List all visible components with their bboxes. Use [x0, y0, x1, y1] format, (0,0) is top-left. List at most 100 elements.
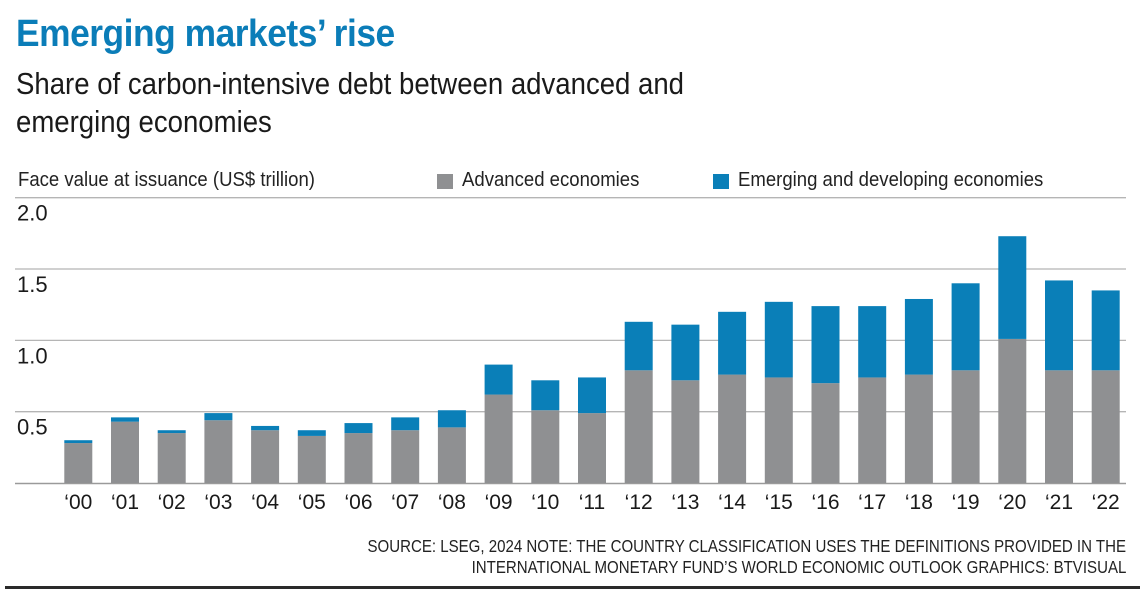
bar-emerging: [904, 298, 933, 375]
gridlines: [15, 197, 1126, 485]
bar-advanced: [157, 433, 186, 483]
bar-group: [297, 430, 326, 483]
bar-group: [251, 425, 280, 483]
bar-advanced: [671, 380, 700, 483]
x-tick-label: ‘06: [344, 491, 372, 514]
x-tick-label: ‘19: [952, 491, 980, 514]
x-tick-label: ‘15: [765, 491, 793, 514]
bar-emerging: [297, 430, 326, 436]
bar-advanced: [484, 394, 513, 483]
source-note-line-2: INTERNATIONAL MONETARY FUND’S WORLD ECON…: [471, 557, 1126, 577]
y-tick-label: 1.0: [17, 343, 48, 368]
bar-emerging: [764, 301, 793, 378]
bar-group: [671, 324, 700, 483]
x-tick-label: ‘10: [531, 491, 559, 514]
bar-group: [624, 321, 653, 483]
chart-subtitle-line-2: emerging economies: [16, 104, 272, 139]
legend-label-advanced: Advanced economies: [462, 168, 640, 191]
bar-advanced: [578, 413, 606, 483]
bar-emerging: [671, 324, 700, 381]
bar-emerging: [858, 306, 887, 378]
bar-advanced: [998, 338, 1027, 483]
bar-advanced: [1091, 370, 1120, 483]
bar-chart: 0.5 1.0 1.5 2.0 ‘00 ‘01 ‘02 ‘03 ‘04 ‘05 ‘06 ‘07 ‘08…: [15, 197, 1126, 514]
bar-group: [1091, 290, 1120, 483]
x-tick-label: ‘17: [858, 491, 886, 514]
bottom-rule: [5, 586, 1140, 589]
x-tick-label: ‘07: [391, 491, 419, 514]
bar-advanced: [297, 435, 326, 483]
bar-emerging: [718, 311, 747, 375]
bars: [64, 236, 1120, 483]
bar-group: [531, 380, 560, 483]
x-tick-label: ‘18: [905, 491, 933, 514]
bar-advanced: [391, 430, 420, 483]
bar-group: [811, 306, 840, 483]
bar-emerging: [531, 380, 560, 411]
bar-emerging: [437, 410, 466, 428]
bar-emerging: [64, 440, 93, 444]
bar-group: [64, 440, 93, 483]
bar-advanced: [111, 421, 139, 483]
chart-subtitle-line-1: Share of carbon-intensive debt between a…: [16, 66, 685, 101]
bar-group: [1045, 280, 1073, 483]
x-tick-label: ‘16: [811, 491, 839, 514]
x-tick-label: ‘08: [438, 491, 466, 514]
bar-advanced: [951, 370, 980, 483]
bar-group: [437, 410, 466, 483]
x-tick-label: ‘22: [1092, 491, 1120, 514]
bar-advanced: [531, 410, 560, 483]
bar-advanced: [624, 370, 653, 483]
bar-emerging: [1045, 280, 1073, 371]
x-tick-label: ‘04: [251, 491, 279, 514]
bar-emerging: [344, 423, 373, 434]
bar-group: [951, 283, 980, 483]
bar-emerging: [1091, 290, 1120, 371]
bar-group: [858, 306, 887, 483]
bar-advanced: [64, 443, 93, 483]
bar-emerging: [251, 425, 280, 431]
x-tick-label: ‘13: [671, 491, 699, 514]
bar-emerging: [998, 236, 1027, 339]
bar-emerging: [951, 283, 980, 371]
y-tick-label: 0.5: [17, 415, 48, 440]
legend-label-emerging: Emerging and developing economies: [738, 168, 1044, 191]
y-axis-label: Face value at issuance (US$ trillion): [18, 168, 315, 191]
x-tick-label: ‘21: [1045, 491, 1073, 514]
bar-group: [111, 417, 139, 483]
bar-emerging: [624, 321, 653, 371]
bar-emerging: [811, 306, 840, 384]
bar-emerging: [157, 430, 186, 434]
y-tick-label: 1.5: [17, 272, 48, 297]
legend-swatch-advanced: [437, 174, 453, 189]
bar-advanced: [204, 420, 233, 483]
x-tick-label: ‘09: [485, 491, 513, 514]
bar-advanced: [1045, 370, 1073, 483]
bar-group: [578, 377, 606, 483]
chart-title: Emerging markets’ rise: [16, 13, 395, 55]
bar-advanced: [251, 430, 280, 483]
bar-advanced: [344, 433, 373, 483]
bar-group: [718, 311, 747, 483]
bar-group: [904, 298, 933, 483]
bar-advanced: [858, 377, 887, 483]
bar-emerging: [484, 364, 513, 395]
source-note-line-1: SOURCE: LSEG, 2024 NOTE: THE COUNTRY CLA…: [367, 536, 1126, 556]
x-tick-label: ‘02: [158, 491, 186, 514]
x-tick-label: ‘20: [998, 491, 1026, 514]
x-tick-label: ‘00: [64, 491, 92, 514]
bar-group: [391, 417, 420, 483]
y-tick-label: 2.0: [17, 201, 48, 226]
x-tick-label: ‘12: [625, 491, 653, 514]
bar-advanced: [718, 374, 747, 483]
bar-emerging: [578, 377, 606, 414]
bar-group: [764, 301, 793, 483]
legend-swatch-emerging: [713, 174, 729, 189]
x-tick-label: ‘14: [718, 491, 746, 514]
bar-group: [204, 413, 233, 483]
bar-group: [484, 364, 513, 483]
bar-advanced: [904, 374, 933, 483]
x-tick-label: ‘05: [298, 491, 326, 514]
x-axis-ticks: ‘00 ‘01 ‘02 ‘03 ‘04 ‘05 ‘06 ‘07 ‘08 ‘09 ‘10 ‘11 ‘12 ‘…: [64, 491, 1119, 514]
x-tick-label: ‘01: [111, 491, 139, 514]
